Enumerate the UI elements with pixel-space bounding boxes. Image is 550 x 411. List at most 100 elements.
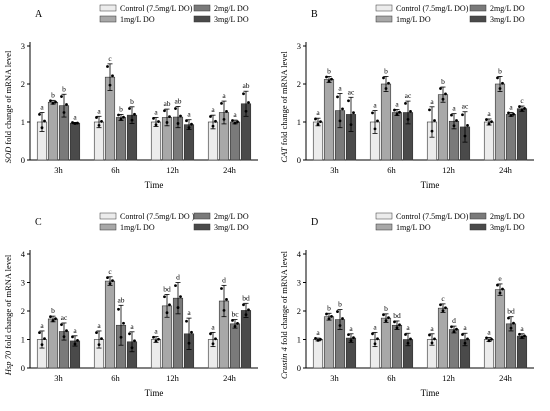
data-point <box>38 331 41 335</box>
data-point <box>485 118 488 121</box>
data-point <box>373 127 377 131</box>
data-point <box>154 123 158 127</box>
y-axis-label: CAT fold change of mRNA level <box>279 51 289 163</box>
significance-letter: b <box>51 306 55 315</box>
significance-letter: a <box>395 99 399 108</box>
significance-letter: a <box>40 103 44 112</box>
bar <box>494 83 506 161</box>
data-point <box>211 124 215 128</box>
data-point <box>122 115 125 119</box>
data-point <box>130 346 134 350</box>
legend-swatch <box>375 15 393 23</box>
data-point <box>406 341 410 345</box>
significance-letter: d <box>222 275 226 284</box>
significance-letter: a <box>154 107 158 116</box>
data-point <box>60 95 63 98</box>
data-point <box>387 316 390 320</box>
data-point <box>231 119 234 122</box>
significance-letter: b <box>327 66 331 75</box>
bar <box>312 339 324 369</box>
data-point <box>352 336 355 340</box>
data-point <box>247 308 250 312</box>
y-tick-label: 2 <box>21 306 25 316</box>
data-point <box>174 284 177 288</box>
data-point <box>122 321 125 325</box>
legend-swatch <box>99 4 117 12</box>
data-point <box>222 309 226 312</box>
significance-letter: a <box>487 109 491 118</box>
data-point <box>509 326 513 330</box>
y-axis-label: SOD fold change of mRNA level <box>3 50 13 163</box>
significance-letter: bc <box>231 310 239 319</box>
data-point <box>95 116 98 119</box>
significance-letter: a <box>373 322 377 331</box>
data-point <box>209 332 212 336</box>
x-tick-label: 3h <box>54 373 63 383</box>
data-point <box>119 335 123 339</box>
significance-letter: ac <box>462 102 469 111</box>
bar <box>516 335 528 369</box>
data-point <box>51 319 55 323</box>
significance-letter: a <box>211 322 215 331</box>
legend-swatch <box>375 4 393 12</box>
significance-letter: c <box>441 294 445 303</box>
y-axis-label-text: fold change of mRNA level <box>279 250 289 347</box>
data-point <box>382 313 385 317</box>
x-tick-label: 3h <box>330 165 339 175</box>
data-point <box>97 124 101 127</box>
data-point <box>106 276 109 280</box>
data-point <box>163 109 166 113</box>
data-point <box>242 303 245 307</box>
panel-label: D <box>311 217 318 228</box>
data-point <box>341 107 344 111</box>
data-point <box>512 112 515 116</box>
data-point <box>444 92 447 96</box>
data-point <box>73 122 77 125</box>
significance-letter: a <box>406 323 410 332</box>
data-point <box>428 333 431 337</box>
y-tick-label: 3 <box>297 278 301 288</box>
data-point <box>452 330 456 333</box>
data-point <box>461 333 464 336</box>
y-axis-gene: Crustin 4 <box>279 346 289 379</box>
data-point <box>441 309 445 313</box>
significance-letter: b <box>384 66 388 75</box>
y-tick-label: 3 <box>21 278 25 288</box>
data-point <box>319 337 322 341</box>
x-tick-label: 24h <box>223 165 237 175</box>
x-tick-label: 24h <box>223 373 237 383</box>
data-point <box>236 120 239 124</box>
data-point <box>316 122 320 126</box>
data-point <box>373 342 377 346</box>
data-point <box>157 337 160 341</box>
significance-letter: bd <box>242 293 250 302</box>
data-point <box>222 117 226 121</box>
significance-letter: a <box>338 84 342 93</box>
data-point <box>523 107 526 110</box>
significance-letter: a <box>520 324 524 333</box>
chart-panel-d: D 0 1 2 3 4 Crustin 4 fold change of mRNA leve… <box>279 212 534 398</box>
data-point <box>384 319 388 323</box>
x-tick-label: 3h <box>330 373 339 383</box>
data-point <box>498 87 502 90</box>
data-point <box>450 325 453 329</box>
significance-letter: ac <box>348 87 355 96</box>
data-point <box>452 124 456 128</box>
data-point <box>231 319 234 322</box>
data-point <box>507 111 510 115</box>
legend-label: Control (7.5mg/L DO ) <box>120 212 195 221</box>
data-point <box>190 330 193 334</box>
data-point <box>38 113 41 116</box>
y-tick-label: 1 <box>297 335 301 345</box>
data-point <box>314 117 317 121</box>
significance-letter: ac <box>61 313 68 322</box>
significance-letter: a <box>463 323 467 332</box>
data-point <box>111 279 114 283</box>
data-point <box>62 335 66 339</box>
significance-letter: a <box>509 103 513 112</box>
data-point <box>395 326 399 330</box>
significance-letter: a <box>154 327 158 336</box>
data-point <box>43 119 46 123</box>
data-point <box>220 287 223 290</box>
significance-letter: ab <box>174 96 181 105</box>
